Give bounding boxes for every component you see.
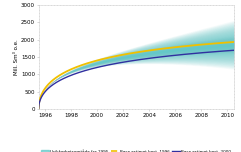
Y-axis label: Mill. Sm³ o.e.: Mill. Sm³ o.e. (14, 39, 19, 75)
Legend: Usikkerhetsomtåde fra 1995, Base estimat hest. 1996, Base estimat hest. 2000: Usikkerhetsomtåde fra 1995, Base estimat… (40, 148, 233, 152)
